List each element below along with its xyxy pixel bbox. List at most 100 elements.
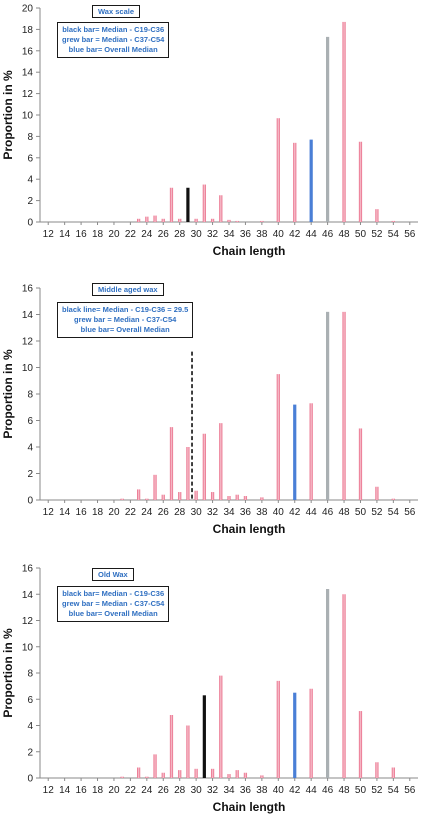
legend-line: blue bar= Overall Median [68, 609, 158, 618]
y-tick-label: 14 [22, 310, 34, 321]
x-tick-label: 32 [207, 785, 219, 796]
x-tick-label: 26 [158, 785, 170, 796]
x-tick-label: 56 [404, 229, 416, 240]
bar-pink-c50 [358, 141, 363, 222]
x-tick-label: 20 [108, 507, 120, 518]
legend-line: blue bar= Overall Median [80, 325, 170, 334]
y-tick-label: 6 [27, 416, 33, 427]
bar-pink-c26 [161, 772, 165, 778]
bar-pink-c23 [137, 218, 141, 222]
y-tick-label: 4 [27, 443, 33, 454]
bar-blue-c42 [293, 692, 297, 778]
x-tick-label: 46 [322, 785, 334, 796]
x-tick-label: 16 [76, 229, 88, 240]
chart-panel-1: 0 2 4 6 8 10 12 14 16 18 20 12 14 16 18 20 22 24 26 28 30 32 3… [0, 0, 425, 266]
bar-pink-c54 [391, 498, 395, 500]
x-tick-label: 42 [289, 785, 301, 796]
x-tick-label: 52 [371, 229, 383, 240]
x-tick-label: 22 [125, 785, 137, 796]
bar-pink-c35 [235, 494, 239, 500]
bar-black-c29 [186, 187, 190, 222]
y-tick-label: 0 [27, 774, 33, 785]
bar-pink-c34 [227, 219, 231, 222]
x-tick-label: 34 [223, 229, 235, 240]
x-tick-label: 14 [59, 229, 71, 240]
x-axis-title: Chain length [213, 244, 286, 258]
bar-pink-c52 [375, 209, 379, 222]
y-tick-label: 0 [27, 218, 33, 229]
bar-pink-c32 [210, 768, 215, 778]
bar-pink-c52 [375, 762, 379, 778]
x-tick-label: 16 [76, 785, 88, 796]
x-tick-label: 48 [338, 229, 350, 240]
bar-pink-c29 [186, 447, 190, 500]
bar-pink-c27 [169, 187, 174, 222]
bar-pink-c40 [276, 118, 280, 222]
x-tick-label: 18 [92, 507, 104, 518]
bar-pink-c29 [186, 725, 190, 778]
bar-pink-c35 [235, 770, 239, 778]
bar-pink-c25 [153, 474, 157, 500]
bar-pink-c23 [137, 767, 141, 778]
bar-pink-c24 [145, 216, 149, 222]
x-tick-label: 26 [158, 507, 170, 518]
bar-pink-c44 [309, 688, 313, 778]
y-tick-label: 18 [22, 25, 34, 36]
legend-line: grew bar = Median - C37-C54 [73, 315, 177, 324]
bar-pink-c25 [153, 215, 157, 222]
bar-blue-c44 [309, 139, 313, 222]
y-axis-title: Proportion in % [1, 628, 15, 718]
x-tick-label: 16 [76, 507, 88, 518]
legend-line: black bar= Median - C19-C36 [62, 25, 165, 34]
x-tick-label: 22 [125, 229, 137, 240]
bar-pink-c42 [293, 142, 297, 222]
legend-line: black line= Median - C19-C36 = 29.5 [62, 305, 189, 314]
bar-pink-c48 [342, 21, 346, 222]
bar-pink-c54 [391, 220, 395, 222]
y-tick-label: 14 [22, 590, 34, 601]
bar-pink-c31 [202, 184, 206, 222]
x-tick-label: 32 [207, 229, 219, 240]
x-tick-label: 56 [404, 785, 416, 796]
bar-pink-c32 [210, 492, 215, 500]
y-tick-label: 20 [22, 4, 34, 15]
y-tick-label: 12 [22, 89, 34, 100]
x-tick-label: 36 [240, 229, 252, 240]
x-tick-label: 54 [388, 785, 400, 796]
x-tick-label: 28 [174, 507, 186, 518]
x-tick-label: 50 [355, 229, 367, 240]
bar-grey-c46 [326, 311, 330, 500]
x-tick-label: 22 [125, 507, 137, 518]
bar-pink-c38 [260, 220, 264, 222]
bar-pink-c28 [178, 770, 182, 778]
chart-legend: black bar= Median - C19-C36 grew bar = M… [57, 22, 170, 58]
bar-pink-c26 [161, 494, 165, 500]
bar-blue-c42 [293, 404, 297, 500]
x-tick-label: 30 [191, 507, 203, 518]
y-tick-label: 16 [22, 564, 34, 575]
y-tick-label: 4 [27, 721, 33, 732]
x-tick-label: 14 [59, 785, 71, 796]
y-axis-title: Proportion in % [1, 349, 15, 439]
x-tick-label: 34 [223, 507, 235, 518]
y-tick-label: 10 [22, 642, 34, 653]
legend-line: black bar= Median - C19-C36 [62, 589, 165, 598]
bar-pink-c24 [145, 776, 149, 778]
y-tick-label: 8 [27, 390, 33, 401]
y-axis-title: Proportion in % [1, 70, 15, 160]
x-tick-label: 54 [388, 507, 400, 518]
bar-pink-c34 [227, 774, 231, 778]
x-tick-label: 44 [306, 229, 318, 240]
x-tick-label: 12 [43, 785, 55, 796]
bar-pink-c21 [120, 776, 124, 778]
y-tick-label: 8 [27, 669, 33, 680]
x-tick-label: 50 [355, 785, 367, 796]
bar-pink-c27 [169, 427, 174, 500]
bar-pink-c30 [194, 218, 198, 222]
x-tick-label: 18 [92, 229, 104, 240]
x-tick-label: 20 [108, 229, 120, 240]
bar-pink-c50 [358, 428, 363, 500]
x-tick-label: 50 [355, 507, 367, 518]
bar-pink-c40 [276, 374, 280, 500]
